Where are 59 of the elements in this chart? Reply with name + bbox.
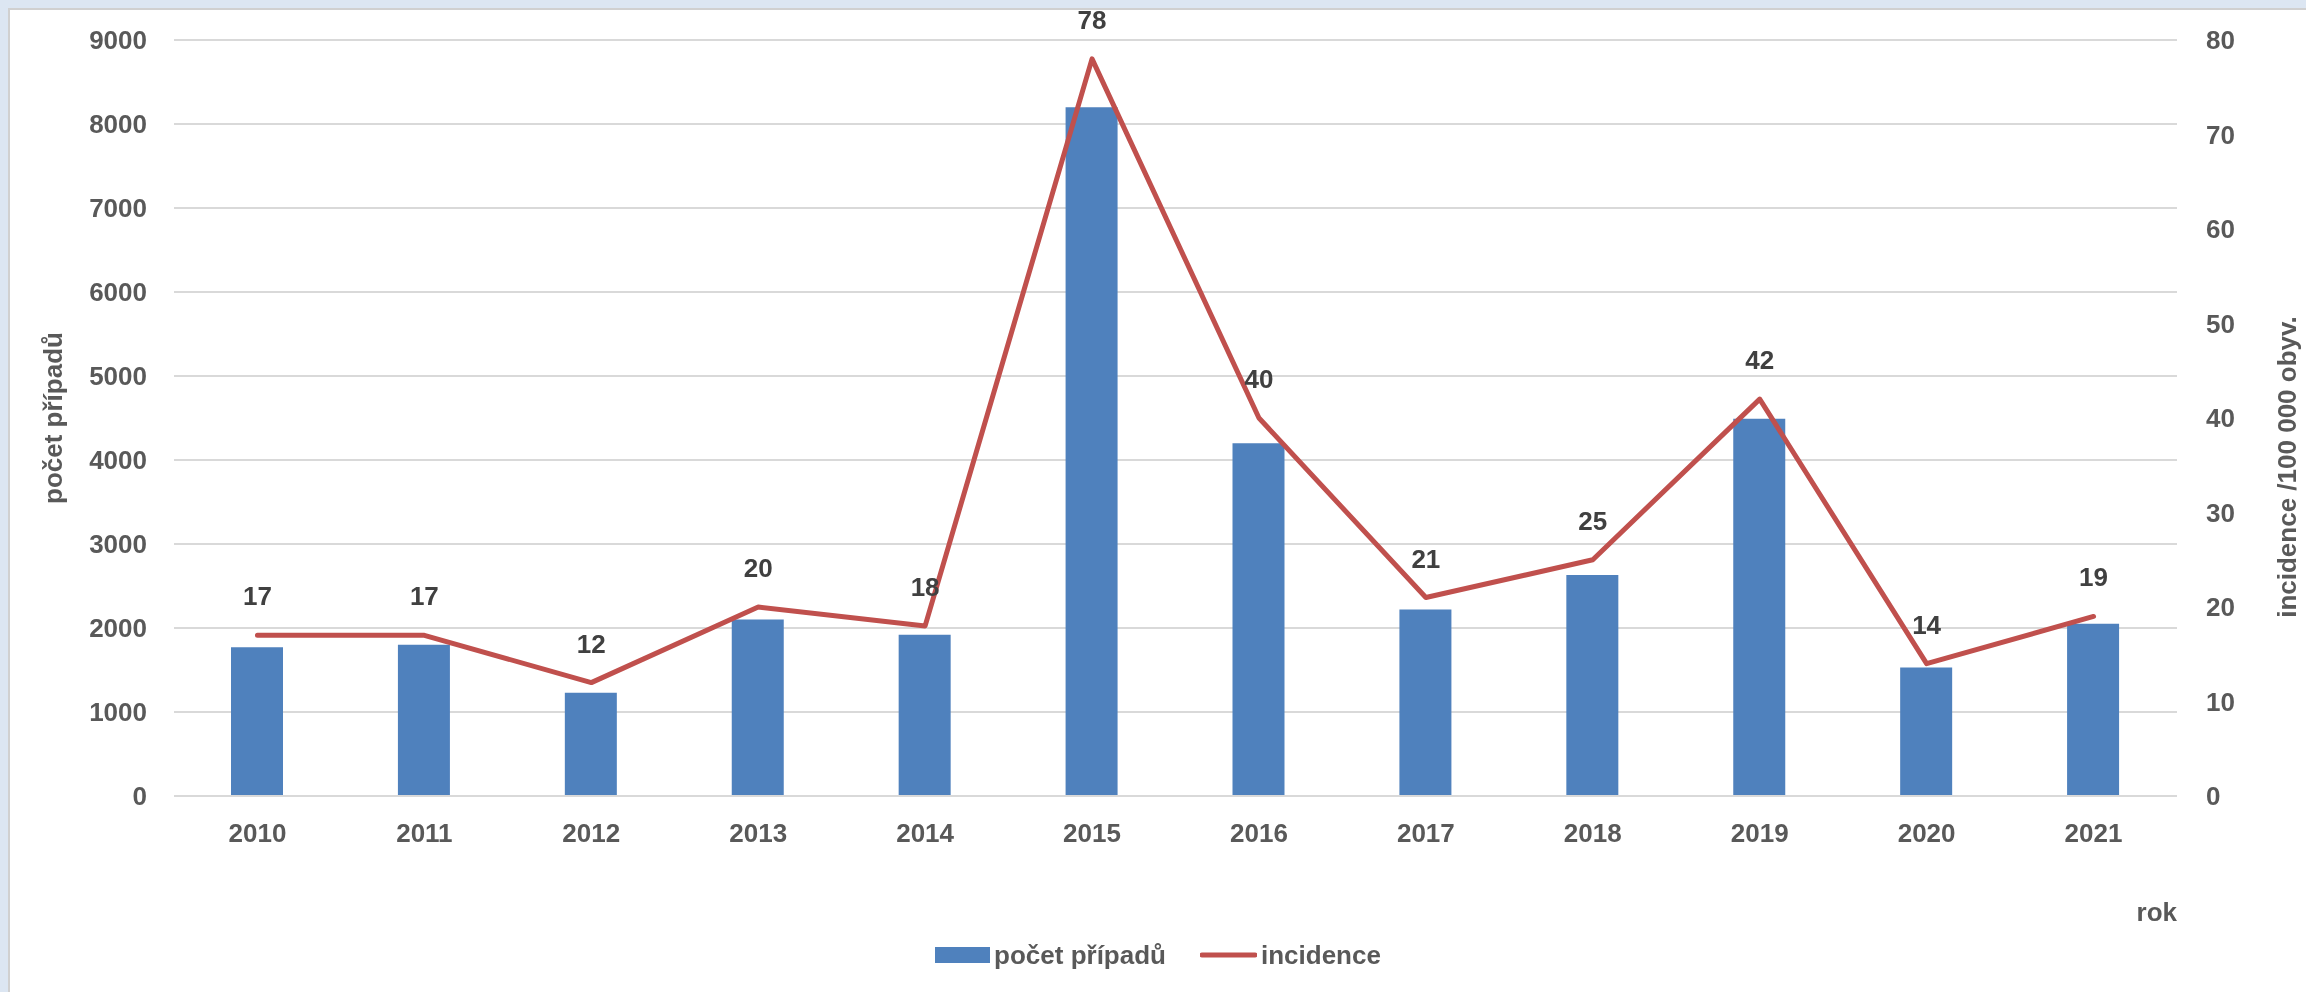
bar [2067, 623, 2120, 796]
x-tick-label: 2020 [1897, 818, 1956, 849]
y2-tick-label: 0 [2206, 781, 2221, 812]
bar [731, 619, 784, 796]
y2-tick-label: 30 [2206, 497, 2235, 528]
data-label: 19 [2079, 562, 2108, 593]
bar [898, 634, 951, 796]
x-tick-label: 2013 [729, 818, 788, 849]
bar [564, 692, 617, 796]
data-label: 42 [1745, 345, 1775, 376]
y-tick-label: 9000 [89, 25, 147, 56]
bar [231, 647, 283, 796]
legend-label: počet případů [994, 939, 1166, 971]
data-label: 40 [1244, 364, 1274, 394]
bar [1900, 667, 1953, 796]
y-tick-label: 7000 [89, 193, 147, 224]
y-tick-label: 4000 [89, 445, 147, 476]
data-label: 20 [743, 553, 773, 583]
x-tick-label: 2017 [1396, 818, 1455, 849]
data-label: 12 [576, 628, 606, 659]
x-tick-label: 2018 [1563, 818, 1622, 849]
y-tick-label: 8000 [89, 109, 147, 140]
y2-axis-title: incidence /100 000 obyv. [2272, 316, 2302, 618]
x-tick-label: 2011 [396, 818, 453, 849]
x-tick-label: 2019 [1730, 818, 1789, 849]
y-tick-label: 3000 [89, 529, 147, 560]
data-label: 14 [1912, 609, 1942, 640]
y2-tick-label: 10 [2206, 686, 2235, 717]
y-tick-label: 0 [132, 781, 147, 812]
y-tick-label: 1000 [89, 697, 147, 728]
bar [1232, 443, 1285, 796]
x-axis-title: rok [2136, 897, 2178, 927]
data-label: 21 [1411, 543, 1441, 574]
y2-tick-label: 70 [2206, 119, 2235, 150]
y2-tick-label: 50 [2206, 308, 2235, 339]
x-tick-label: 2015 [1063, 818, 1121, 849]
y2-tick-label: 80 [2206, 25, 2235, 56]
x-tick-label: 2016 [1230, 818, 1288, 849]
data-label: 25 [1578, 505, 1608, 536]
data-label: 17 [243, 581, 272, 612]
data-label: 17 [409, 581, 439, 612]
y-tick-label: 2000 [89, 613, 147, 644]
bar [1566, 575, 1619, 796]
bar [1065, 107, 1118, 796]
legend-label: incidence [1260, 939, 1381, 971]
x-tick-label: 2014 [896, 818, 955, 849]
x-tick-label: 2012 [562, 818, 621, 849]
x-tick-label: 2021 [2064, 818, 2123, 849]
y2-tick-label: 60 [2206, 214, 2235, 245]
y2-tick-label: 40 [2206, 403, 2235, 434]
y2-tick-label: 20 [2206, 592, 2235, 623]
bar [1399, 609, 1452, 796]
data-label: 78 [1077, 4, 1107, 35]
y-axis-title: počet případů [38, 332, 68, 504]
x-tick-label: 2010 [228, 818, 287, 849]
bar [397, 644, 450, 796]
bar [1733, 418, 1786, 796]
y-tick-label: 6000 [89, 277, 147, 308]
y-tick-label: 5000 [89, 361, 147, 392]
